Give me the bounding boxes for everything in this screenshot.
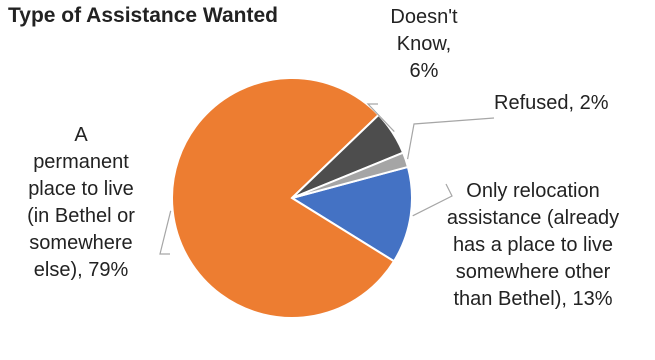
slice-refused — [291, 151, 410, 199]
chart-title: Type of Assistance Wanted — [8, 4, 278, 27]
leader-line-doesnt-know — [366, 103, 395, 133]
leader-line-refused — [407, 117, 495, 160]
data-label-doesnt-know: Doesn't Know, 6% — [390, 6, 458, 82]
data-label-refused: Refused, 2% — [494, 92, 609, 114]
leader-line-permanent — [159, 210, 172, 255]
leader-line-relocation — [412, 183, 453, 217]
data-label-permanent: A permanent place to live (in Bethel or … — [27, 124, 135, 281]
data-label-relocation: Only relocation assistance (already has … — [446, 180, 620, 310]
slice-permanent — [171, 77, 396, 319]
